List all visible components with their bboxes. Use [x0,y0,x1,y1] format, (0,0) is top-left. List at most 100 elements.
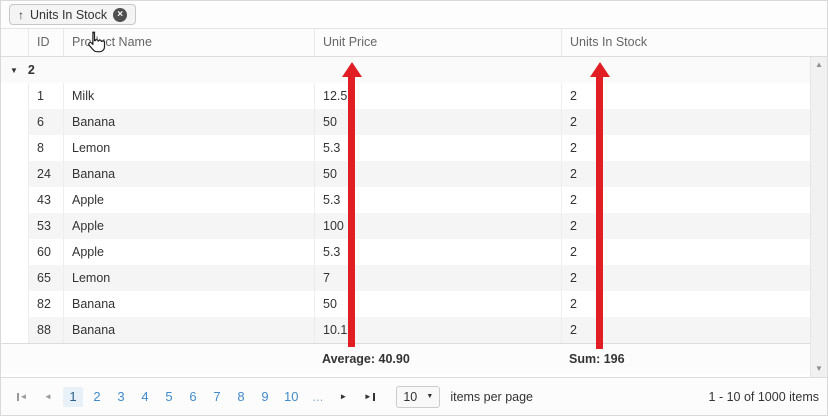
pager-last-button[interactable]: ► [358,387,380,407]
pager-page-4[interactable]: 4 [141,389,149,404]
table-row[interactable]: 24 Banana 50 2 [1,161,810,187]
cell-id: 1 [28,83,63,109]
cell-price: 7 [314,265,561,291]
group-chip-units-in-stock[interactable]: ↑ Units In Stock × [9,4,137,25]
pager-page-7[interactable]: 7 [213,389,221,404]
table-row[interactable]: 43 Apple 5.3 2 [1,187,810,213]
last-page-icon: ► [364,392,375,401]
cell-price: 10.1 [314,317,561,343]
cell-product: Banana [63,161,314,187]
cell-id: 60 [28,239,63,265]
cell-price: 100 [314,213,561,239]
cell-product: Apple [63,239,314,265]
vertical-scrollbar[interactable]: ▲ ▼ [810,57,827,377]
page-size-dropdown[interactable]: 10 ▼ [396,385,441,408]
cell-id: 24 [28,161,63,187]
cell-id: 6 [28,109,63,135]
header-group-spacer [1,29,28,56]
annotation-arrow-unit-price-shaft [348,75,355,347]
cell-price: 50 [314,109,561,135]
cell-price: 50 [314,291,561,317]
pager-next-button[interactable]: ► [332,387,354,407]
group-header-row[interactable]: ▼ 2 [1,57,810,83]
chip-close-icon[interactable]: × [113,7,128,22]
cell-price: 5.3 [314,135,561,161]
cell-price: 12.5 [314,83,561,109]
group-indent-cell [1,135,28,161]
scroll-down-icon[interactable]: ▼ [815,364,823,373]
pager-more-pages[interactable]: ... [312,389,324,404]
table-row[interactable]: 65 Lemon 7 2 [1,265,810,291]
pager-first-button[interactable]: ◄ [11,387,33,407]
pager-page-8[interactable]: 8 [237,389,245,404]
pager-page-10[interactable]: 10 [284,389,299,404]
column-header-units-in-stock[interactable]: Units In Stock [561,29,810,56]
pager-page-1[interactable]: 1 [63,386,83,407]
group-value: 2 [27,63,35,77]
group-panel[interactable]: ↑ Units In Stock × [1,1,827,29]
cell-id: 65 [28,265,63,291]
chevron-down-icon: ▼ [426,393,434,400]
sort-ascending-icon: ↑ [18,7,24,22]
pager-range-label: 1 - 10 of 1000 items [708,389,819,404]
items-per-page-label: items per page [450,389,533,404]
header-row: ID Product Name Unit Price Units In Stoc… [1,29,827,57]
table-row[interactable]: 60 Apple 5.3 2 [1,239,810,265]
column-header-unit-price[interactable]: Unit Price [314,29,561,56]
cell-product: Apple [63,187,314,213]
pager-page-5[interactable]: 5 [165,389,173,404]
table-row[interactable]: 53 Apple 100 2 [1,213,810,239]
group-indent-cell [1,187,28,213]
annotation-arrow-units-in-stock-shaft [596,75,603,349]
mouse-cursor-hand-icon [88,31,107,56]
cell-id: 53 [28,213,63,239]
cell-units: 2 [561,239,810,265]
group-indent-cell [1,109,28,135]
next-page-icon: ► [339,391,348,401]
page-size-value: 10 [403,389,418,404]
annotation-arrow-units-in-stock-head [590,62,610,77]
cell-product: Banana [63,109,314,135]
group-collapse-icon[interactable]: ▼ [10,65,18,75]
pager-page-9[interactable]: 9 [261,389,269,404]
cell-product: Apple [63,213,314,239]
cell-id: 88 [28,317,63,343]
pager-page-2[interactable]: 2 [93,389,101,404]
aggregates-footer-row: Average: 40.90 Sum: 196 [1,343,810,374]
cell-price: 5.3 [314,239,561,265]
group-chip-label: Units In Stock [30,7,108,22]
cell-id: 8 [28,135,63,161]
pager-page-6[interactable]: 6 [189,389,197,404]
cell-units: 2 [561,187,810,213]
cell-id: 43 [28,187,63,213]
group-indent-cell [1,265,28,291]
pager-page-3[interactable]: 3 [117,389,125,404]
pager-previous-button[interactable]: ◄ [37,387,59,407]
table-row[interactable]: 8 Lemon 5.3 2 [1,135,810,161]
group-indent-cell [1,161,28,187]
group-indent-cell [1,317,28,343]
cell-product: Lemon [63,135,314,161]
previous-page-icon: ◄ [44,391,52,401]
table-row[interactable]: 6 Banana 50 2 [1,109,810,135]
scroll-up-icon[interactable]: ▲ [815,60,823,69]
cell-units: 2 [561,291,810,317]
footer-sum: Sum: 196 [569,352,625,366]
footer-average: Average: 40.90 [322,352,410,366]
grid-body: ▼ 2 1 Milk 12.5 2 6 Banana 50 2 8 Lemon [1,57,827,377]
table-row[interactable]: 82 Banana 50 2 [1,291,810,317]
table-row[interactable]: 88 Banana 10.1 2 [1,317,810,343]
group-indent-cell [1,291,28,317]
cell-id: 82 [28,291,63,317]
annotation-arrow-unit-price-head [342,62,362,77]
first-page-icon: ◄ [16,392,27,401]
header-scrollbar-spacer [810,29,827,56]
cell-product: Banana [63,291,314,317]
cell-product: Milk [63,83,314,109]
group-indent-cell [1,83,28,109]
group-indent-cell [1,213,28,239]
cell-product: Banana [63,317,314,343]
table-row[interactable]: 1 Milk 12.5 2 [1,83,810,109]
column-header-id[interactable]: ID [28,29,63,56]
